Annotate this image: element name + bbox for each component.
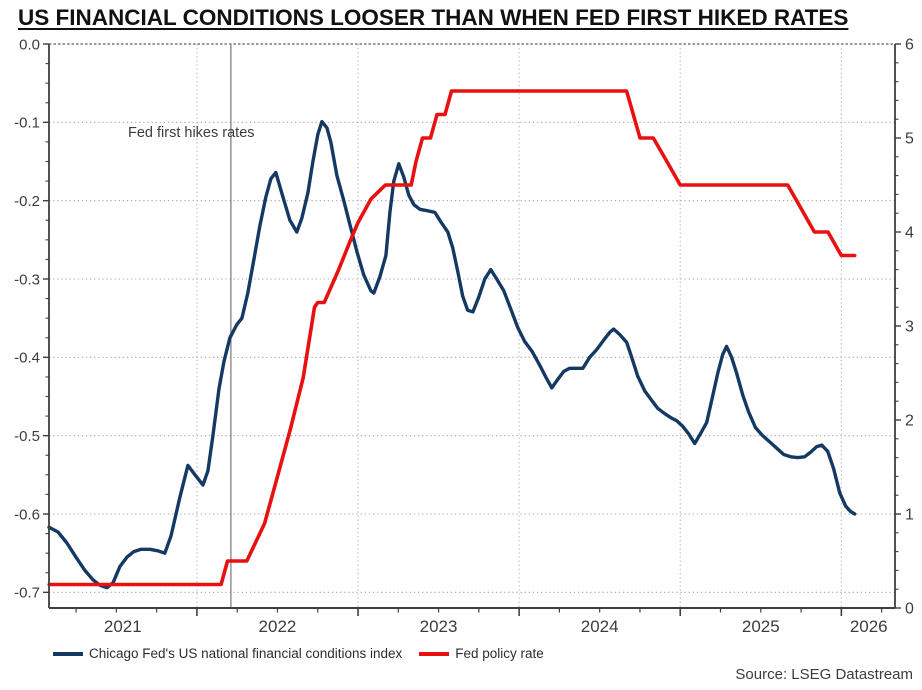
y-left-tick-label: -0.6 bbox=[14, 506, 40, 523]
x-year-label: 2025 bbox=[742, 617, 780, 636]
nfci-line-swatch bbox=[53, 651, 83, 656]
legend-label-policy-rate: Fed policy rate bbox=[455, 646, 544, 661]
legend-item-nfci: Chicago Fed's US national financial cond… bbox=[53, 646, 402, 661]
fed-first-hike-annotation: Fed first hikes rates bbox=[128, 125, 255, 141]
policy-rate-line bbox=[47, 89, 857, 587]
policy-rate-line-swatch bbox=[419, 651, 450, 656]
x-year-label: 2024 bbox=[581, 617, 619, 636]
y-left-tick-label: -0.2 bbox=[14, 193, 40, 210]
y-right-tick-label: 0 bbox=[905, 601, 914, 618]
y-left-tick-label: -0.4 bbox=[14, 350, 40, 367]
nfci-line bbox=[47, 119, 857, 590]
y-left-tick-label: 0.0 bbox=[19, 36, 40, 53]
y-left-tick-label: -0.3 bbox=[14, 271, 40, 288]
y-left-tick-label: -0.7 bbox=[14, 585, 40, 602]
y-left-tick-label: -0.1 bbox=[14, 115, 40, 132]
x-year-label: 2023 bbox=[420, 617, 458, 636]
y-right-tick-label: 2 bbox=[905, 413, 914, 430]
y-right-tick-label: 3 bbox=[905, 319, 914, 336]
x-year-label: 2022 bbox=[259, 617, 297, 636]
legend: Chicago Fed's US national financial cond… bbox=[53, 646, 544, 661]
legend-label-nfci: Chicago Fed's US national financial cond… bbox=[89, 646, 403, 661]
source-credit: Source: LSEG Datastream bbox=[735, 666, 913, 683]
y-left-tick-label: -0.5 bbox=[14, 428, 40, 445]
x-year-label: 2021 bbox=[104, 617, 142, 636]
y-right-tick-label: 1 bbox=[905, 507, 914, 524]
y-right-tick-label: 6 bbox=[905, 37, 914, 54]
legend-item-policy-rate: Fed policy rate bbox=[419, 646, 544, 661]
chart-title: US FINANCIAL CONDITIONS LOOSER THAN WHEN… bbox=[18, 5, 849, 30]
y-right-tick-label: 4 bbox=[905, 225, 914, 242]
y-right-tick-label: 5 bbox=[905, 131, 914, 148]
x-year-label: 2026 bbox=[850, 617, 888, 636]
